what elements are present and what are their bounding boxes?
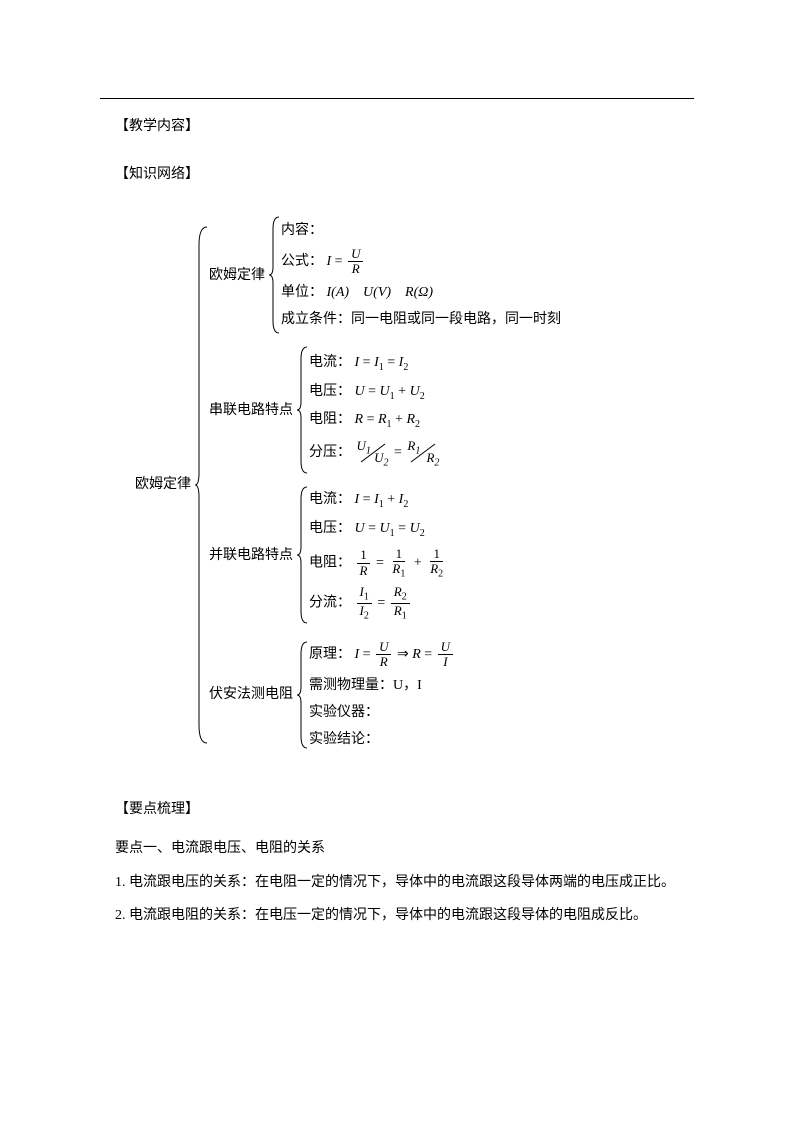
va-principle: 原理： I = UR ⇒ R = UI [309,640,455,670]
key-points-p1: 1. 电流跟电压的关系：在电阻一定的情况下，导体中的电流跟这段导体两端的电压成正… [115,866,694,900]
parallel-current-label: 电流： [309,492,351,507]
key-points-title: 要点一、电流跟电压、电阻的关系 [115,832,694,866]
series-resistance: 电阻： R = R1 + R2 [309,409,441,432]
parallel-resistance: 电阻： 1R = 1R1 + 1R2 [309,547,448,580]
key-points-body: 要点一、电流跟电压、电阻的关系 1. 电流跟电压的关系：在电阻一定的情况下，导体… [115,832,694,933]
branch-parallel-label: 并联电路特点 [209,545,297,566]
branch-parallel: 并联电路特点 电流： I = I1 + I2 电压： U = U1 = U2 [209,485,561,626]
brace-icon [297,640,309,750]
branch-va-method: 伏安法测电阻 原理： I = UR ⇒ R = UI 需测物理量：U，I [209,636,561,755]
branch-series-label: 串联电路特点 [209,400,297,421]
va-quantities: 需测物理量：U，I [309,675,455,696]
ohm-condition-line: 成立条件：同一电阻或同一段电路，同一时刻 [281,309,561,330]
ohm-content-line: 内容： [281,220,561,241]
series-current: 电流： I = I1 = I2 [309,352,441,375]
series-current-label: 电流： [309,355,351,370]
parallel-voltage: 电压： U = U1 = U2 [309,518,448,541]
series-voltage: 电压： U = U1 + U2 [309,381,441,404]
parallel-voltage-label: 电压： [309,521,351,536]
page-content: 【教学内容】 【知识网络】 欧姆定律 欧姆定律 内容： 公式： [0,0,794,993]
parallel-current: 电流： I = I1 + I2 [309,489,448,512]
knowledge-diagram: 欧姆定律 欧姆定律 内容： 公式： I = UR [135,211,694,758]
brace-icon [195,225,209,745]
brace-icon [297,345,309,475]
ohm-formula-label: 公式： [281,254,323,269]
ohm-units-i: I(A) [327,285,350,300]
root-label: 欧姆定律 [135,474,195,495]
va-instruments: 实验仪器： [309,702,455,723]
va-conclusion: 实验结论： [309,729,455,750]
branch-ohm-label: 欧姆定律 [209,265,269,286]
heading-key-points: 【要点梳理】 [115,798,694,818]
parallel-resistance-label: 电阻： [309,555,351,570]
brace-icon [269,215,281,335]
series-divider-label: 分压： [309,445,351,460]
branch-series: 串联电路特点 电流： I = I1 = I2 电压： U = U1 + U2 [209,345,561,475]
ohm-units-label: 单位： [281,285,323,300]
series-resistance-label: 电阻： [309,412,351,427]
key-points-p2: 2. 电流跟电阻的关系：在电压一定的情况下，导体中的电流跟这段导体的电阻成反比。 [115,899,694,933]
horizontal-rule [100,98,694,99]
heading-teaching-content: 【教学内容】 [115,115,694,135]
parallel-divider: 分流： I1I2 = R2R1 [309,585,448,621]
parallel-divider-label: 分流： [309,596,351,611]
brace-icon [297,485,309,625]
ohm-formula-line: 公式： I = UR [281,247,561,277]
series-voltage-label: 电压： [309,384,351,399]
branch-va-label: 伏安法测电阻 [209,684,297,705]
heading-knowledge-network: 【知识网络】 [115,163,694,183]
ohm-units-line: 单位： I(A) U(V) R(Ω) [281,282,561,303]
ohm-units-r: R(Ω) [405,285,433,300]
branch-ohm: 欧姆定律 内容： 公式： I = UR 单位： I(A) [209,215,561,335]
va-principle-label: 原理： [309,647,351,662]
ohm-units-u: U(V) [363,285,391,300]
series-divider: 分压： U1 U2 = R1 R2 [309,438,441,468]
